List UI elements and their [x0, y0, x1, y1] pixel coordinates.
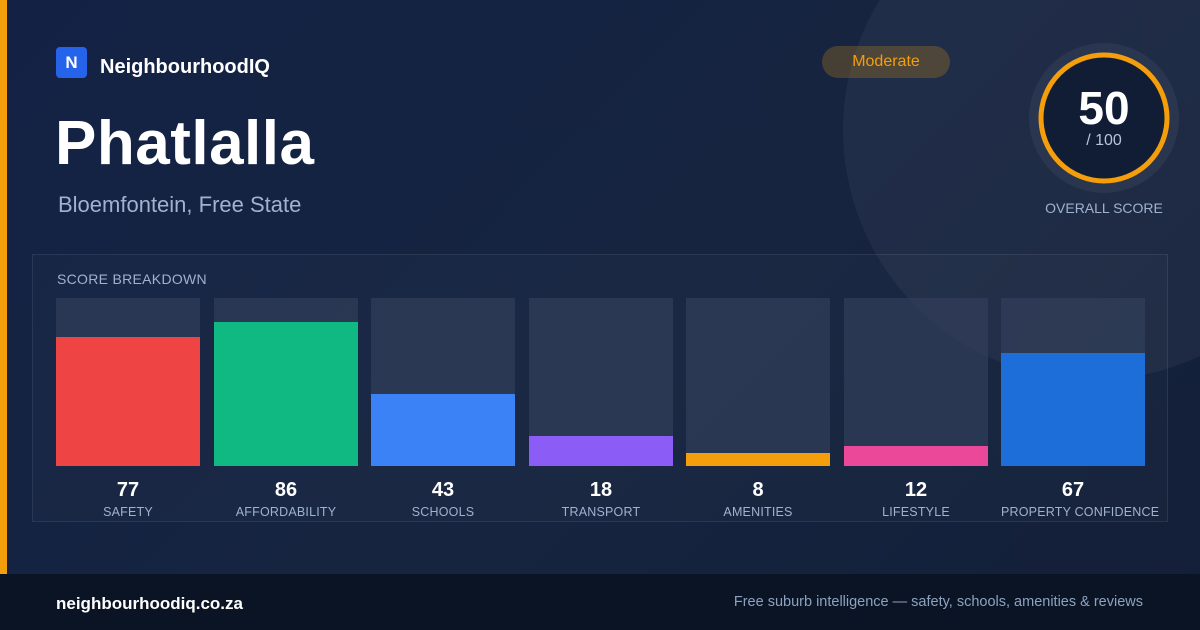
- score-bar-affordability: 86 AFFORDABILITY: [214, 298, 358, 519]
- bar-label: AFFORDABILITY: [235, 505, 337, 519]
- bar-track: [214, 298, 358, 466]
- bar-value: 8: [752, 479, 764, 501]
- score-bar-lifestyle: 12 LIFESTYLE: [844, 298, 988, 519]
- score-bar-transport: 18 TRANSPORT: [529, 298, 673, 519]
- logo-icon: N: [56, 47, 87, 78]
- breakdown-title: SCORE BREAKDOWN: [57, 271, 207, 287]
- bar-track: [56, 298, 200, 466]
- bar-value: 12: [904, 479, 928, 501]
- bar-label: SCHOOLS: [411, 505, 475, 519]
- footer-url[interactable]: neighbourhoodiq.co.za: [56, 594, 243, 613]
- bar-fill: [844, 446, 988, 466]
- suburb-location: Bloemfontein, Free State: [58, 192, 302, 217]
- suburb-name: Phatlalla: [55, 109, 315, 178]
- bar-track: [529, 298, 673, 466]
- bar-label: PROPERTY CONFIDENCE: [1001, 505, 1160, 519]
- bar-track: [1001, 298, 1145, 466]
- bar-label: TRANSPORT: [561, 505, 641, 519]
- bar-fill: [1001, 353, 1145, 466]
- bar-label: SAFETY: [103, 505, 153, 519]
- bar-fill: [529, 436, 673, 466]
- bar-track: [371, 298, 515, 466]
- score-breakdown-panel: SCORE BREAKDOWN 77 SAFETY 86 AFFORDABILITY 4…: [32, 254, 1168, 522]
- bar-value: 67: [1061, 479, 1085, 501]
- score-bar-property-confidence: 67 PROPERTY CONFIDENCE: [1001, 298, 1160, 519]
- bar-label: LIFESTYLE: [882, 505, 950, 519]
- rating-badge: Moderate: [822, 46, 950, 78]
- score-bar-safety: 77 SAFETY: [56, 298, 200, 519]
- score-bar-schools: 43 SCHOOLS: [371, 298, 515, 519]
- footer: neighbourhoodiq.co.za Free suburb intell…: [0, 574, 1200, 630]
- bar-fill: [371, 394, 515, 466]
- score-bar-amenities: 8 AMENITIES: [686, 298, 830, 519]
- bar-value: 77: [116, 479, 140, 501]
- bar-track: [686, 298, 830, 466]
- bar-value: 86: [274, 479, 298, 501]
- bar-track: [844, 298, 988, 466]
- overall-score-value: 50: [1078, 82, 1130, 134]
- bar-fill: [56, 337, 200, 466]
- brand[interactable]: N NeighbourhoodIQ: [56, 46, 270, 79]
- score-ring: [1029, 43, 1179, 193]
- footer-tagline: Free suburb intelligence — safety, schoo…: [733, 594, 1143, 610]
- overall-score-max: / 100: [1086, 132, 1122, 149]
- score-ring-stroke: [1038, 52, 1170, 184]
- bar-value: 18: [589, 479, 613, 501]
- bar-fill: [214, 322, 358, 466]
- bar-value: 43: [431, 479, 455, 501]
- breakdown-bars: 77 SAFETY 86 AFFORDABILITY 43 SCHOOLS 18 TRANSP…: [33, 255, 1167, 521]
- brand-name: NeighbourhoodIQ: [100, 56, 270, 78]
- accent-stripe: [0, 0, 7, 574]
- bar-label: AMENITIES: [723, 505, 793, 519]
- bar-fill: [686, 453, 830, 466]
- overall-score-label: OVERALL SCORE: [1045, 200, 1163, 216]
